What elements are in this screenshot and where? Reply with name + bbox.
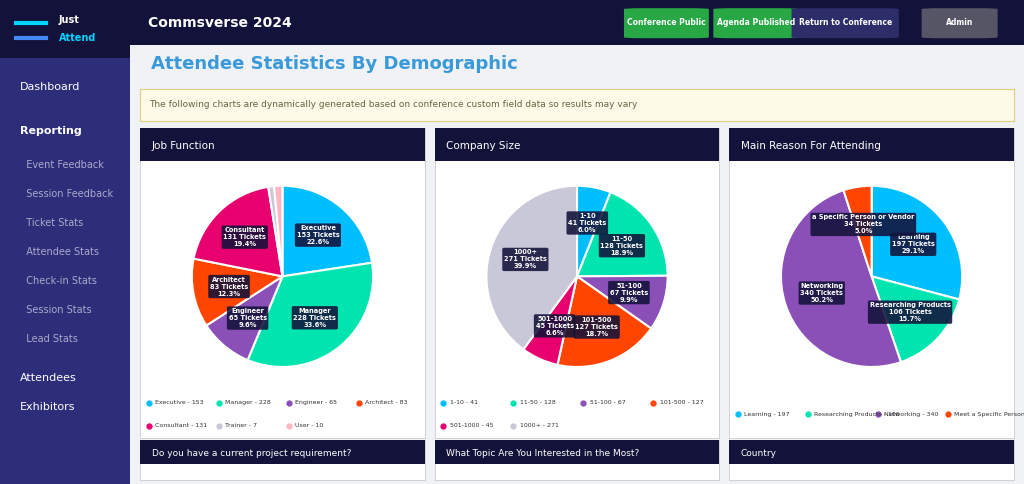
Text: Attendees: Attendees: [19, 373, 76, 382]
Text: Researching Products
106 Tickets
15.7%: Researching Products 106 Tickets 15.7%: [869, 302, 950, 322]
Wedge shape: [268, 186, 283, 276]
Wedge shape: [578, 192, 668, 276]
Wedge shape: [781, 190, 901, 367]
Text: Learning - 197: Learning - 197: [744, 411, 790, 417]
Text: Agenda Published: Agenda Published: [717, 18, 795, 27]
Wedge shape: [871, 186, 963, 300]
Text: Main Reason For Attending: Main Reason For Attending: [740, 141, 881, 151]
Text: Session Stats: Session Stats: [19, 305, 91, 315]
Text: Do you have a current project requirement?: Do you have a current project requiremen…: [152, 449, 351, 458]
Text: Communication: Communication: [19, 460, 96, 469]
Text: 51-100
67 Tickets
9.9%: 51-100 67 Tickets 9.9%: [609, 283, 648, 302]
Text: Check-in Stats: Check-in Stats: [19, 276, 96, 286]
Text: Consultant
131 Tickets
19.4%: Consultant 131 Tickets 19.4%: [223, 227, 266, 247]
Text: Executive - 153: Executive - 153: [155, 400, 204, 405]
Text: Sessions: Sessions: [19, 431, 68, 440]
Text: Job Function: Job Function: [152, 141, 215, 151]
Text: Networking
340 Tickets
50.2%: Networking 340 Tickets 50.2%: [800, 283, 843, 303]
Text: Admin: Admin: [946, 18, 974, 27]
Text: 1-10 - 41: 1-10 - 41: [450, 400, 477, 405]
Text: What Topic Are You Interested in the Most?: What Topic Are You Interested in the Mos…: [446, 449, 639, 458]
Text: Session Feedback: Session Feedback: [19, 189, 113, 198]
Wedge shape: [557, 276, 651, 367]
Text: Networking - 340: Networking - 340: [884, 411, 939, 417]
Text: 501-1000
45 Tickets
6.6%: 501-1000 45 Tickets 6.6%: [536, 316, 573, 336]
Text: User - 10: User - 10: [295, 423, 324, 428]
Text: The following charts are dynamically generated based on conference custom field : The following charts are dynamically gen…: [150, 100, 637, 109]
Text: Learning
197 Tickets
29.1%: Learning 197 Tickets 29.1%: [892, 234, 935, 254]
Wedge shape: [871, 276, 959, 362]
Text: Manager - 228: Manager - 228: [225, 400, 270, 405]
Text: Architect - 83: Architect - 83: [366, 400, 408, 405]
FancyBboxPatch shape: [922, 8, 997, 38]
Text: Ticket Stats: Ticket Stats: [19, 218, 83, 227]
Text: Attendee Statistics By Demographic: Attendee Statistics By Demographic: [151, 55, 517, 73]
Text: Company Size: Company Size: [446, 141, 520, 151]
Text: Attend: Attend: [58, 33, 96, 43]
Text: Return to Conference: Return to Conference: [799, 18, 892, 27]
Wedge shape: [194, 187, 283, 276]
Text: Manager
228 Tickets
33.6%: Manager 228 Tickets 33.6%: [294, 308, 336, 328]
Text: a Specific Person or Vendor
34 Tickets
5.0%: a Specific Person or Vendor 34 Tickets 5…: [812, 214, 914, 234]
FancyBboxPatch shape: [624, 8, 709, 38]
Wedge shape: [577, 186, 610, 276]
Text: 11-50 - 128: 11-50 - 128: [519, 400, 555, 405]
Wedge shape: [274, 186, 283, 276]
Text: Exhibitors: Exhibitors: [19, 402, 75, 411]
Text: 1000+ - 271: 1000+ - 271: [519, 423, 558, 428]
Wedge shape: [191, 258, 283, 326]
FancyBboxPatch shape: [792, 8, 899, 38]
Wedge shape: [283, 186, 372, 276]
Text: Executive
153 Tickets
22.6%: Executive 153 Tickets 22.6%: [297, 225, 339, 245]
Text: 11-50
128 Tickets
18.9%: 11-50 128 Tickets 18.9%: [600, 236, 643, 256]
Text: 101-500
127 Tickets
18.7%: 101-500 127 Tickets 18.7%: [575, 317, 618, 337]
Wedge shape: [248, 263, 373, 367]
Text: Meet a Specific Person or Vendor - 34: Meet a Specific Person or Vendor - 34: [954, 411, 1024, 417]
Wedge shape: [206, 276, 283, 360]
Text: 1000+
271 Tickets
39.9%: 1000+ 271 Tickets 39.9%: [504, 249, 547, 270]
Text: Researching Products - 106: Researching Products - 106: [814, 411, 900, 417]
Wedge shape: [844, 186, 871, 276]
Text: Dashboard: Dashboard: [19, 82, 80, 92]
Text: Event Feedback: Event Feedback: [19, 160, 103, 169]
Text: Commsverse 2024: Commsverse 2024: [147, 16, 292, 30]
Text: 1-10
41 Tickets
6.0%: 1-10 41 Tickets 6.0%: [568, 213, 606, 233]
Text: Engineer
65 Tickets
9.6%: Engineer 65 Tickets 9.6%: [228, 308, 266, 328]
Wedge shape: [486, 186, 578, 349]
Text: Conference Public: Conference Public: [627, 18, 706, 27]
Text: Consultant - 131: Consultant - 131: [155, 423, 207, 428]
Text: Just: Just: [58, 15, 80, 25]
Text: Country: Country: [740, 449, 777, 458]
Text: Lead Stats: Lead Stats: [19, 334, 78, 344]
Text: 101-500 - 127: 101-500 - 127: [659, 400, 703, 405]
Text: Reporting: Reporting: [19, 126, 81, 136]
Text: Architect
83 Tickets
12.3%: Architect 83 Tickets 12.3%: [210, 276, 248, 297]
Wedge shape: [578, 276, 668, 329]
FancyBboxPatch shape: [714, 8, 799, 38]
Text: 51-100 - 67: 51-100 - 67: [590, 400, 626, 405]
Wedge shape: [523, 276, 578, 365]
Text: Engineer - 65: Engineer - 65: [295, 400, 337, 405]
Text: Attendee Stats: Attendee Stats: [19, 247, 98, 257]
Text: 501-1000 - 45: 501-1000 - 45: [450, 423, 493, 428]
Text: Trainer - 7: Trainer - 7: [225, 423, 257, 428]
